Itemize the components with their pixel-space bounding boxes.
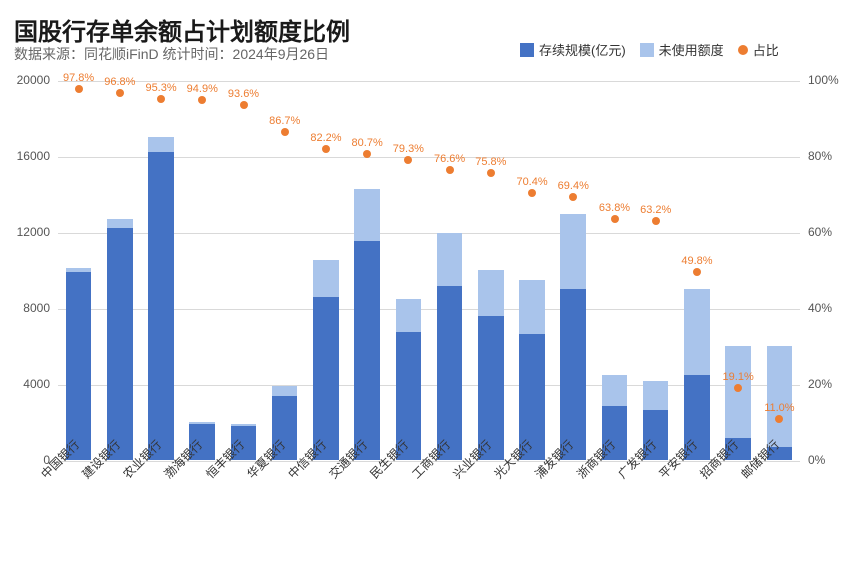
- legend-item: 存续规模(亿元): [520, 40, 626, 59]
- y-axis-left-label: 16000: [6, 149, 50, 163]
- bar-group: [519, 280, 545, 460]
- bar-group: [148, 137, 174, 460]
- bar-unused: [189, 422, 215, 424]
- pct-label: 76.6%: [434, 153, 465, 165]
- pct-label: 86.7%: [269, 115, 300, 127]
- pct-label: 70.4%: [516, 177, 547, 189]
- bar-unused: [272, 386, 298, 396]
- y-axis-left-label: 4000: [6, 377, 50, 391]
- pct-label: 80.7%: [352, 138, 383, 150]
- bar-unused: [560, 214, 586, 289]
- bar-group: [107, 219, 133, 460]
- pct-dot: [652, 217, 660, 225]
- pct-dot: [322, 145, 330, 153]
- chart-subtitle: 数据来源：同花顺iFinD 统计时间：2024年9月26日: [14, 44, 329, 64]
- y-axis-right-label: 0%: [808, 453, 825, 467]
- pct-dot: [693, 268, 701, 276]
- bar-unused: [107, 219, 133, 228]
- plot-area: 97.8%96.8%95.3%94.9%93.6%86.7%82.2%80.7%…: [58, 80, 800, 460]
- bar-unused: [313, 260, 339, 297]
- pct-label: 94.9%: [187, 84, 218, 96]
- pct-label: 75.8%: [475, 156, 506, 168]
- chart-root: 国股行存单余额占计划额度比例数据来源：同花顺iFinD 统计时间：2024年9月…: [0, 0, 850, 566]
- pct-dot: [75, 85, 83, 93]
- pct-dot: [116, 89, 124, 97]
- bar-outstanding: [437, 286, 463, 460]
- legend-swatch-icon: [520, 43, 534, 57]
- bar-unused: [437, 233, 463, 286]
- y-axis-left-label: 12000: [6, 225, 50, 239]
- pct-dot: [734, 384, 742, 392]
- y-axis-right-label: 60%: [808, 225, 832, 239]
- pct-dot: [446, 166, 454, 174]
- pct-dot: [157, 95, 165, 103]
- pct-label: 95.3%: [145, 82, 176, 94]
- bar-group: [560, 214, 586, 460]
- pct-label: 96.8%: [104, 76, 135, 88]
- legend-swatch-icon: [640, 43, 654, 57]
- legend-item: 未使用额度: [640, 40, 724, 59]
- bar-group: [437, 233, 463, 460]
- bar-group: [684, 289, 710, 460]
- pct-dot: [281, 128, 289, 136]
- chart-title: 国股行存单余额占计划额度比例: [14, 12, 350, 47]
- pct-dot: [198, 96, 206, 104]
- bar-outstanding: [148, 152, 174, 460]
- bar-outstanding: [66, 272, 92, 460]
- pct-dot: [611, 215, 619, 223]
- pct-label: 97.8%: [63, 73, 94, 85]
- y-axis-right-label: 80%: [808, 149, 832, 163]
- bar-unused: [684, 289, 710, 375]
- legend-item: 占比: [738, 40, 779, 59]
- bar-unused: [396, 299, 422, 332]
- pct-dot: [363, 150, 371, 158]
- bar-group: [66, 268, 92, 460]
- pct-label: 49.8%: [681, 255, 712, 267]
- bar-unused: [643, 381, 669, 410]
- pct-dot: [569, 193, 577, 201]
- y-axis-right-label: 20%: [808, 377, 832, 391]
- y-axis-right-label: 100%: [808, 73, 839, 87]
- pct-dot: [404, 156, 412, 164]
- pct-label: 63.8%: [599, 202, 630, 214]
- pct-dot: [240, 101, 248, 109]
- y-axis-right-label: 40%: [808, 301, 832, 315]
- pct-label: 79.3%: [393, 143, 424, 155]
- pct-dot: [487, 169, 495, 177]
- bar-group: [313, 260, 339, 460]
- bar-unused: [478, 270, 504, 316]
- pct-label: 82.2%: [310, 132, 341, 144]
- bar-unused: [519, 280, 545, 333]
- legend-label: 存续规模(亿元): [539, 40, 626, 59]
- pct-label: 69.4%: [558, 180, 589, 192]
- bar-unused: [602, 375, 628, 406]
- pct-label: 19.1%: [723, 372, 754, 384]
- legend: 存续规模(亿元) 未使用额度 占比: [520, 40, 779, 59]
- bar-unused: [354, 189, 380, 241]
- bar-unused: [148, 137, 174, 152]
- pct-dot: [528, 189, 536, 197]
- bar-unused: [66, 268, 92, 272]
- bar-unused: [231, 424, 257, 426]
- bar-outstanding: [560, 289, 586, 460]
- legend-label: 占比: [753, 40, 779, 59]
- y-axis-left-label: 8000: [6, 301, 50, 315]
- bar-unused: [767, 346, 793, 448]
- y-axis-left-label: 20000: [6, 73, 50, 87]
- bar-outstanding: [107, 228, 133, 460]
- pct-label: 11.0%: [764, 402, 794, 414]
- pct-label: 93.6%: [228, 89, 259, 101]
- bar-group: [478, 270, 504, 460]
- bar-group: [354, 189, 380, 461]
- pct-label: 63.2%: [640, 204, 671, 216]
- bar-outstanding: [354, 241, 380, 460]
- pct-dot: [775, 415, 783, 423]
- legend-dot-icon: [738, 45, 748, 55]
- legend-label: 未使用额度: [659, 40, 724, 59]
